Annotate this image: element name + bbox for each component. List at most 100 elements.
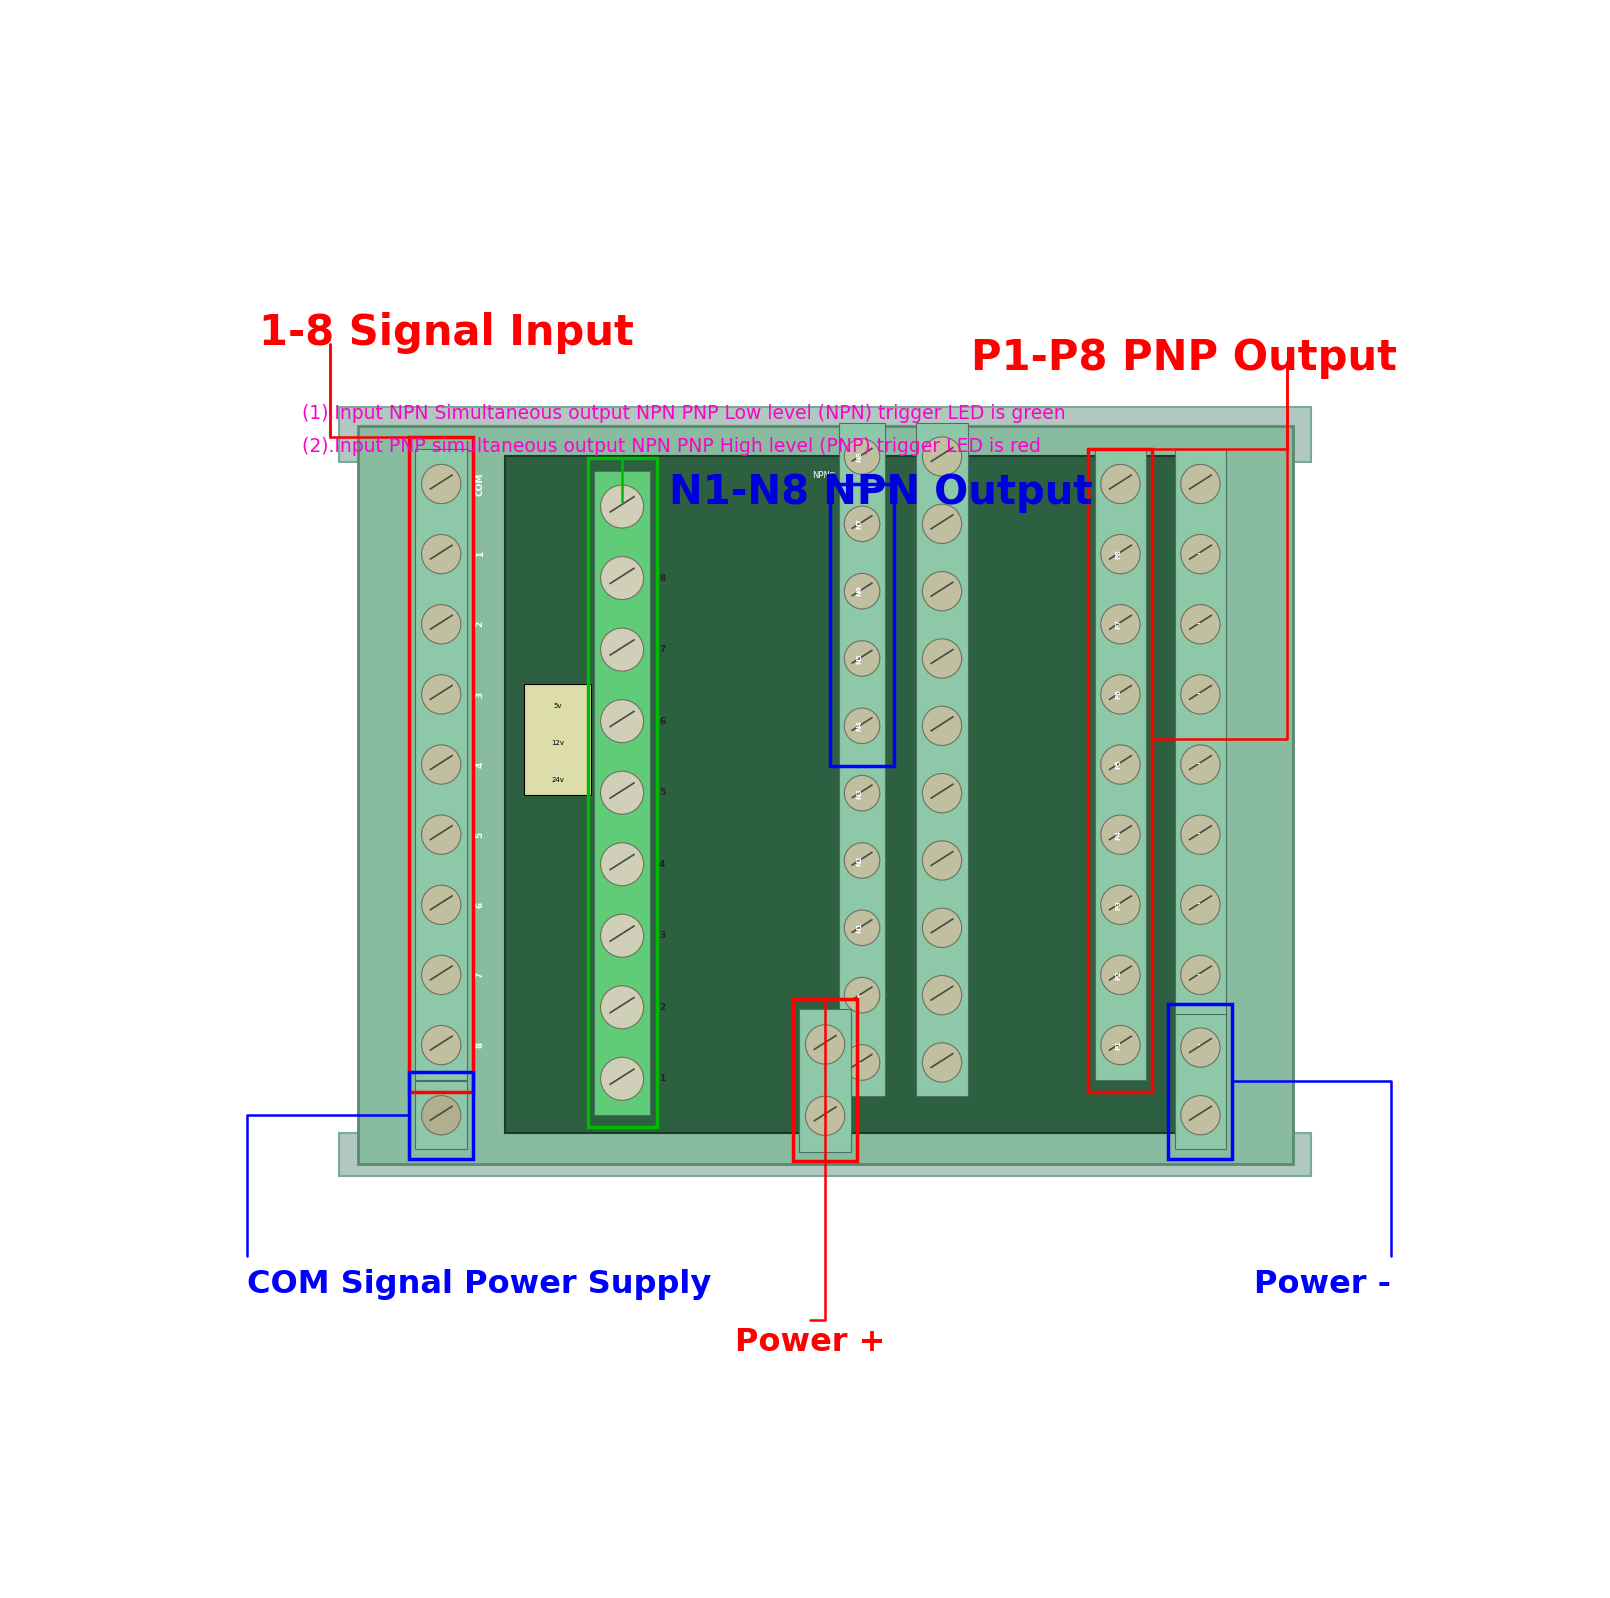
Text: N6: N6 — [857, 586, 863, 596]
Circle shape — [422, 885, 460, 925]
Text: 4: 4 — [475, 761, 485, 767]
Circle shape — [1180, 674, 1220, 714]
Text: 1: 1 — [475, 551, 485, 558]
Bar — [839, 423, 886, 1096]
Bar — [415, 449, 467, 1080]
Text: -: - — [1196, 831, 1199, 839]
Circle shape — [923, 975, 961, 1015]
Circle shape — [923, 436, 961, 476]
Circle shape — [601, 986, 644, 1029]
Circle shape — [844, 708, 879, 743]
Text: P5: P5 — [1116, 759, 1121, 770]
Text: Power -: Power - — [1254, 1269, 1391, 1299]
Text: N1-N8 NPN Output: N1-N8 NPN Output — [668, 473, 1092, 513]
Circle shape — [844, 439, 879, 475]
Circle shape — [1101, 604, 1140, 644]
Text: +: + — [857, 992, 863, 999]
Circle shape — [844, 909, 879, 946]
Text: 2: 2 — [658, 1004, 665, 1012]
Circle shape — [422, 674, 460, 714]
Text: 7: 7 — [658, 646, 665, 654]
Bar — [831, 484, 894, 765]
Bar — [799, 1008, 852, 1152]
Circle shape — [601, 556, 644, 599]
Text: N4: N4 — [857, 721, 863, 732]
Circle shape — [923, 505, 961, 543]
Text: 6: 6 — [475, 901, 485, 908]
Circle shape — [1101, 674, 1140, 714]
Bar — [588, 459, 657, 1127]
Circle shape — [601, 486, 644, 527]
Text: COM: COM — [475, 473, 485, 495]
Bar — [1088, 449, 1153, 1093]
Text: N1: N1 — [857, 922, 863, 933]
Circle shape — [601, 700, 644, 743]
Circle shape — [844, 775, 879, 810]
Bar — [340, 407, 1311, 462]
Bar — [523, 684, 591, 794]
Circle shape — [422, 1096, 460, 1135]
Text: 7: 7 — [475, 972, 485, 978]
Circle shape — [422, 815, 460, 855]
Text: +: + — [857, 1059, 863, 1066]
Circle shape — [422, 956, 460, 994]
Bar — [1095, 449, 1146, 1080]
Text: (1).Input NPN Simultaneous output NPN PNP Low level (NPN) trigger LED is green: (1).Input NPN Simultaneous output NPN PN… — [303, 404, 1066, 423]
Text: 3: 3 — [475, 692, 485, 698]
Bar — [340, 1133, 1311, 1176]
Circle shape — [1180, 745, 1220, 785]
Text: P2: P2 — [1116, 970, 1121, 980]
Circle shape — [805, 1024, 845, 1064]
Circle shape — [923, 908, 961, 948]
Text: P6: P6 — [1116, 689, 1121, 700]
Text: 5: 5 — [658, 788, 665, 797]
Text: 3: 3 — [658, 932, 665, 940]
Circle shape — [805, 1096, 845, 1136]
Circle shape — [1180, 885, 1220, 925]
Text: -: - — [1196, 690, 1199, 698]
Circle shape — [1180, 956, 1220, 994]
Text: N2: N2 — [857, 855, 863, 866]
Text: P4: P4 — [1116, 829, 1121, 839]
Circle shape — [844, 978, 879, 1013]
Circle shape — [1101, 465, 1140, 503]
Text: 24v: 24v — [551, 777, 563, 783]
Circle shape — [1101, 745, 1140, 785]
Text: N3: N3 — [857, 788, 863, 799]
Bar — [409, 436, 473, 1093]
Circle shape — [601, 914, 644, 957]
Text: 5v: 5v — [554, 703, 562, 710]
Text: 12v: 12v — [551, 740, 563, 746]
Circle shape — [1180, 1028, 1220, 1067]
Bar — [409, 1072, 473, 1159]
Circle shape — [1101, 534, 1140, 574]
Text: 6: 6 — [658, 716, 665, 725]
Circle shape — [601, 1058, 644, 1101]
Text: NPN输: NPN输 — [811, 470, 836, 479]
Circle shape — [923, 841, 961, 880]
Circle shape — [1180, 815, 1220, 855]
Circle shape — [923, 1043, 961, 1082]
Bar — [794, 999, 857, 1162]
Text: -: - — [1196, 970, 1199, 980]
Bar — [506, 457, 1212, 1133]
Circle shape — [844, 574, 879, 609]
Text: 5: 5 — [475, 831, 485, 837]
Circle shape — [844, 641, 879, 676]
Text: -: - — [1196, 620, 1199, 628]
Bar — [415, 1082, 467, 1149]
Circle shape — [601, 842, 644, 885]
Text: 1-8 Signal Input: 1-8 Signal Input — [259, 312, 634, 355]
Circle shape — [601, 772, 644, 815]
Circle shape — [923, 706, 961, 745]
Text: 8: 8 — [475, 1042, 485, 1048]
Text: COM Signal Power Supply: COM Signal Power Supply — [246, 1269, 712, 1299]
Circle shape — [1180, 534, 1220, 574]
Text: P7: P7 — [1116, 620, 1121, 630]
Circle shape — [422, 534, 460, 574]
Bar — [1175, 1013, 1227, 1149]
Text: 1: 1 — [658, 1074, 665, 1083]
Circle shape — [422, 1026, 460, 1064]
Bar — [594, 471, 650, 1115]
Text: P3: P3 — [1116, 900, 1121, 909]
